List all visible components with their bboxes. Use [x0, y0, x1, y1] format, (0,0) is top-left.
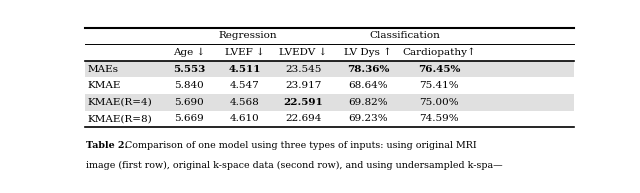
Text: Table 2.: Table 2. [86, 141, 128, 150]
Text: 4.568: 4.568 [230, 98, 260, 107]
Text: Cardiopathy↑: Cardiopathy↑ [403, 48, 476, 57]
Text: 74.59%: 74.59% [419, 114, 459, 123]
Text: 4.547: 4.547 [230, 81, 260, 90]
Text: 5.553: 5.553 [173, 65, 205, 74]
Text: 75.00%: 75.00% [419, 98, 459, 107]
Text: LVEDV ↓: LVEDV ↓ [280, 48, 328, 57]
Text: LV Dys ↑: LV Dys ↑ [344, 48, 392, 57]
Text: 23.917: 23.917 [285, 81, 322, 90]
Text: 5.669: 5.669 [174, 114, 204, 123]
Text: 5.840: 5.840 [174, 81, 204, 90]
Text: 5.690: 5.690 [174, 98, 204, 107]
Text: 22.694: 22.694 [285, 114, 322, 123]
Text: 68.64%: 68.64% [349, 81, 388, 90]
Text: LVEF ↓: LVEF ↓ [225, 48, 265, 57]
Text: Regression: Regression [218, 31, 276, 40]
Text: 23.545: 23.545 [285, 65, 322, 74]
Text: KMAE: KMAE [88, 81, 121, 90]
Text: Comparison of one model using three types of inputs: using original MRI: Comparison of one model using three type… [122, 141, 477, 150]
Text: 4.610: 4.610 [230, 114, 260, 123]
Text: Age ↓: Age ↓ [173, 48, 205, 57]
Text: KMAE(R=8): KMAE(R=8) [88, 114, 152, 123]
Text: 75.41%: 75.41% [419, 81, 459, 90]
Text: image (first row), original k-space data (second row), and using undersampled k-: image (first row), original k-space data… [86, 161, 502, 170]
Text: Classification: Classification [369, 31, 440, 40]
Bar [85, 61, 573, 77]
Text: 78.36%: 78.36% [347, 65, 390, 74]
Text: 69.23%: 69.23% [349, 114, 388, 123]
Text: 76.45%: 76.45% [418, 65, 460, 74]
Text: 69.82%: 69.82% [349, 98, 388, 107]
Text: 4.511: 4.511 [228, 65, 261, 74]
Text: KMAE(R=4): KMAE(R=4) [88, 98, 152, 107]
Text: 22.591: 22.591 [284, 98, 323, 107]
Bar [85, 94, 573, 111]
Text: MAEs: MAEs [88, 65, 118, 74]
